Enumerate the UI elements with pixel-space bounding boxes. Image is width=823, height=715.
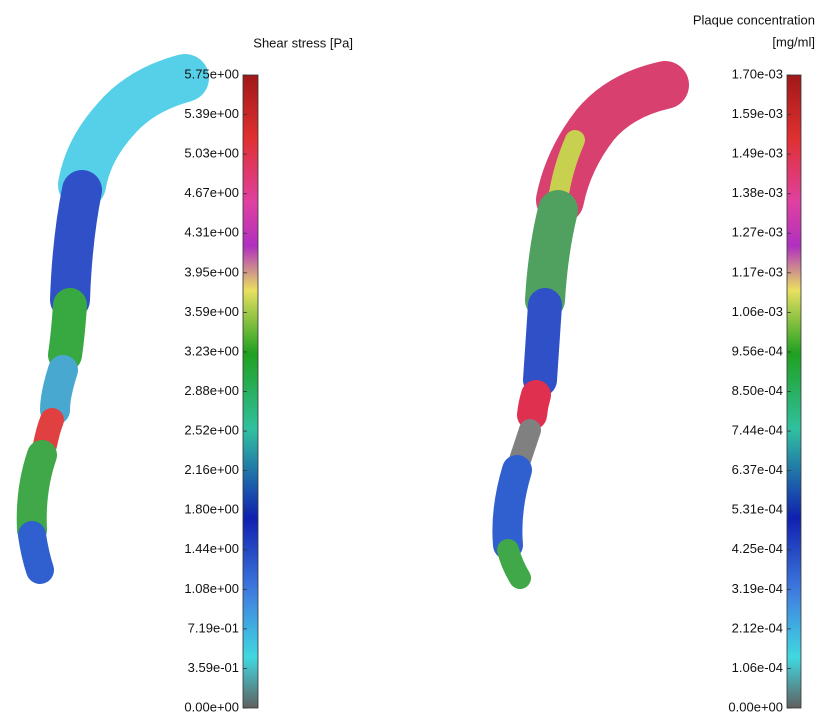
colorbar-tick-label: 5.03e+00 xyxy=(184,146,239,161)
colorbar-tick-label: 4.67e+00 xyxy=(184,185,239,200)
colorbar-tick-label: 8.50e-04 xyxy=(732,383,783,398)
colorbar-tick-label: 1.06e-04 xyxy=(732,660,783,675)
colorbar-tick-label: 4.25e-04 xyxy=(732,541,783,556)
colorbar-tick-label: 1.70e-03 xyxy=(732,66,783,81)
colorbar-tick-label: 0.00e+00 xyxy=(184,699,239,714)
colorbar-tick-label: 2.16e+00 xyxy=(184,462,239,477)
colorbar-tick-label: 4.31e+00 xyxy=(184,225,239,240)
colorbar-tick-label: 2.88e+00 xyxy=(184,383,239,398)
colorbar-title: Plaque concentration xyxy=(693,12,815,27)
colorbar-tick-label: 3.59e+00 xyxy=(184,304,239,319)
colorbar-tick-label: 2.12e-04 xyxy=(732,620,783,635)
colorbar-tick-label: 1.27e-03 xyxy=(732,225,783,240)
colorbar-tick-label: 3.23e+00 xyxy=(184,343,239,358)
colorbar-tick-label: 0.00e+00 xyxy=(728,699,783,714)
colorbar-tick-label: 1.49e-03 xyxy=(732,146,783,161)
colorbar-tick-label: 1.44e+00 xyxy=(184,541,239,556)
colorbar-tick-label: 5.31e-04 xyxy=(732,502,783,517)
colorbar-tick-label: 6.37e-04 xyxy=(732,462,783,477)
colorbar-tick-label: 3.19e-04 xyxy=(732,581,783,596)
colorbar-tick-label: 1.06e-03 xyxy=(732,304,783,319)
colorbar-tick-label: 7.19e-01 xyxy=(188,620,239,635)
colorbar-tick-label: 3.95e+00 xyxy=(184,264,239,279)
colorbar-title: [mg/ml] xyxy=(772,34,815,49)
colorbar-tick-label: 1.59e-03 xyxy=(732,106,783,121)
colorbar-title: Shear stress [Pa] xyxy=(253,35,353,50)
colorbar-tick-label: 3.59e-01 xyxy=(188,660,239,675)
colorbar-tick-label: 1.08e+00 xyxy=(184,581,239,596)
colorbar-tick-label: 2.52e+00 xyxy=(184,423,239,438)
colorbar-tick-label: 1.38e-03 xyxy=(732,185,783,200)
colorbar-tick-label: 5.75e+00 xyxy=(184,66,239,81)
colorbar-tick-label: 9.56e-04 xyxy=(732,343,783,358)
figure: Shear stress [Pa] 5.75e+00 5.39e+00 5.03e+0… xyxy=(0,0,823,715)
vessel-shear xyxy=(32,78,185,570)
colorbar-tick-label: 1.80e+00 xyxy=(184,502,239,517)
colorbar-tick-label: 7.44e-04 xyxy=(732,423,783,438)
vessel-plaque xyxy=(507,85,665,578)
colorbar-tick-label: 1.17e-03 xyxy=(732,264,783,279)
colorbar-tick-label: 5.39e+00 xyxy=(184,106,239,121)
